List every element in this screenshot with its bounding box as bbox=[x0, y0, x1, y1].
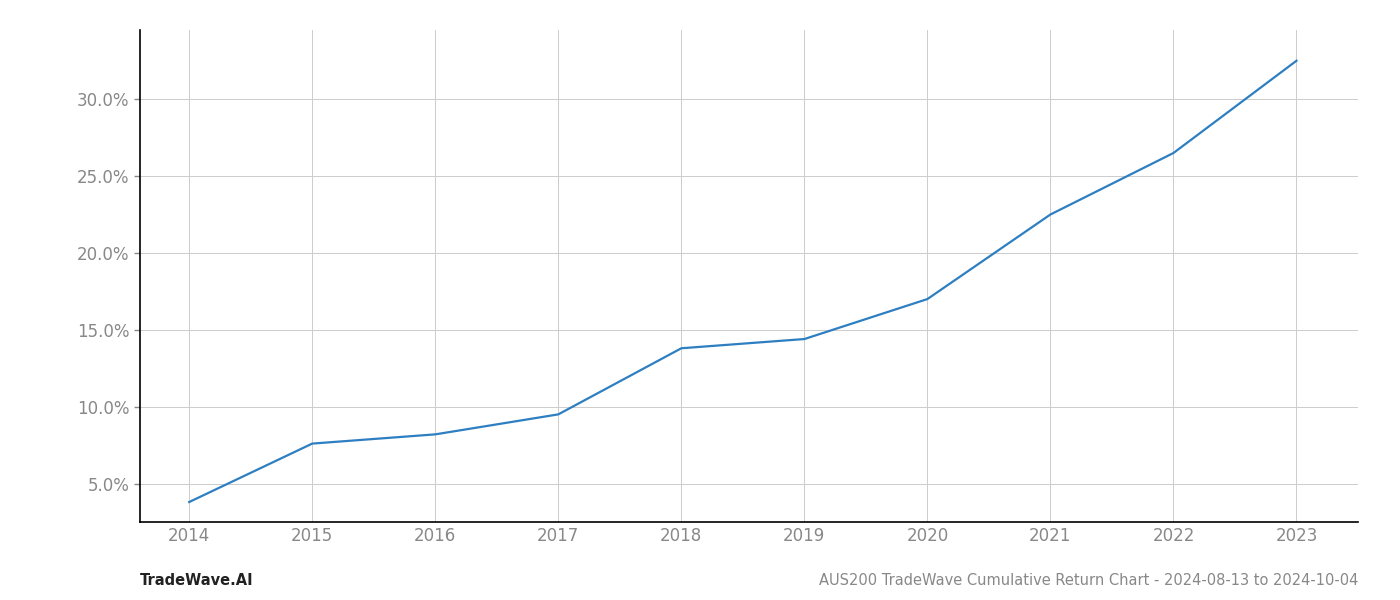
Text: TradeWave.AI: TradeWave.AI bbox=[140, 573, 253, 588]
Text: AUS200 TradeWave Cumulative Return Chart - 2024-08-13 to 2024-10-04: AUS200 TradeWave Cumulative Return Chart… bbox=[819, 573, 1358, 588]
